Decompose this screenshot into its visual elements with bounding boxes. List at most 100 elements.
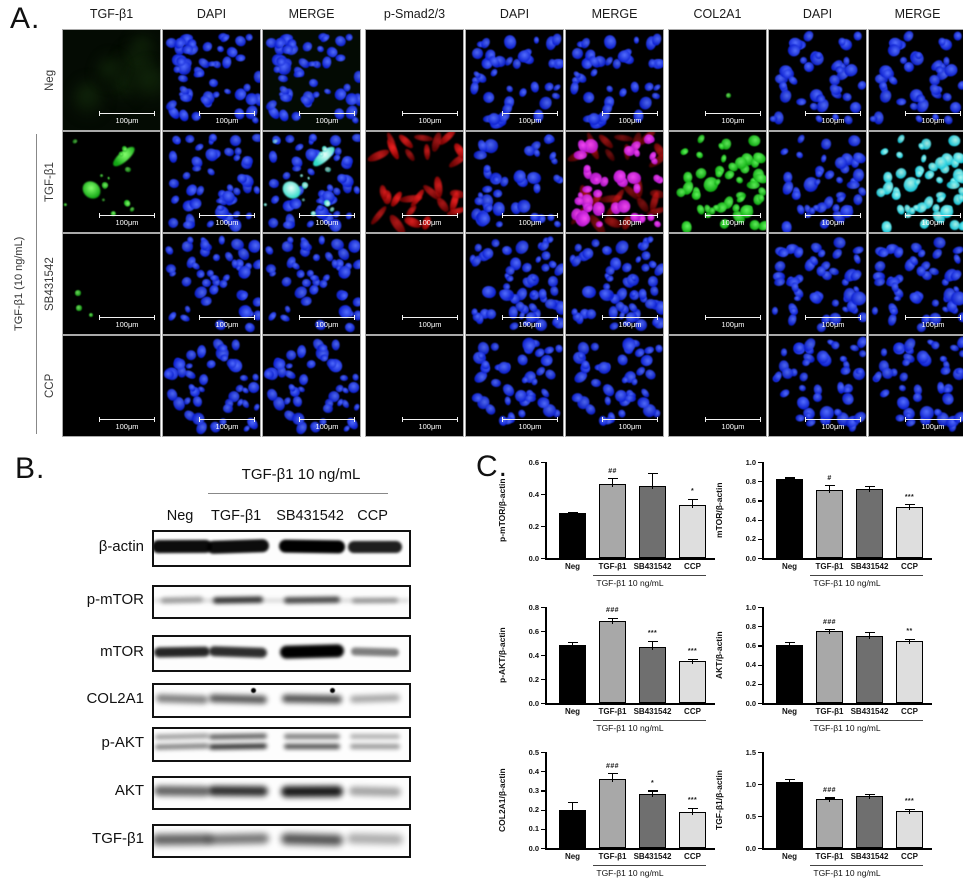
fluor-blob xyxy=(504,395,512,406)
fluor-blob xyxy=(234,54,246,62)
fluor-blob xyxy=(543,367,558,382)
scale-bar-text: 100μm xyxy=(518,422,542,431)
bar xyxy=(559,645,586,703)
fluor-blob xyxy=(642,134,654,145)
scale-bar-text: 100μm xyxy=(618,218,642,227)
fluor-blob xyxy=(894,150,905,160)
bar xyxy=(856,488,883,558)
fluor-blob xyxy=(279,178,305,203)
error-bar xyxy=(571,641,574,649)
fluor-blob xyxy=(300,39,315,54)
scale-bar: 100μm xyxy=(99,417,155,431)
fluor-blob xyxy=(279,274,294,289)
error-bar-cap xyxy=(864,794,875,796)
fluor-blob xyxy=(301,197,306,202)
fluor-blob xyxy=(842,56,849,66)
fluor-blob xyxy=(403,147,417,162)
x-tick-label: SB431542 xyxy=(850,707,889,716)
y-tick-label: 0.0 xyxy=(528,843,539,853)
fluor-blob xyxy=(852,253,863,266)
fluor-blob xyxy=(483,402,498,417)
scale-bar: 100μm xyxy=(299,315,355,329)
fluor-blob xyxy=(282,221,295,230)
fluor-blob xyxy=(341,155,353,167)
fluor-blob xyxy=(951,291,963,306)
fluor-blob xyxy=(615,352,630,368)
chart-p-mtor: p-mTOR/β-actin 0.0 0.2 0.4 0.6 Neg ## TGF-β1 SB4… xyxy=(497,452,727,594)
error-bar xyxy=(908,504,911,511)
error-bar-cap xyxy=(647,640,658,642)
y-tick-label: 0.6 xyxy=(745,640,756,650)
blot-band xyxy=(206,539,270,554)
fluor-blob xyxy=(285,348,298,361)
micrograph-cell: 100μm xyxy=(768,233,867,335)
error-bar-cap xyxy=(687,658,698,660)
error-bar xyxy=(691,807,694,815)
micrograph-cell: 100μm xyxy=(62,131,161,233)
fluor-blob xyxy=(855,79,866,92)
bar xyxy=(776,479,803,558)
y-tick-label: 0.2 xyxy=(528,521,539,531)
fluor-blob xyxy=(595,359,613,377)
fluor-blob xyxy=(477,352,485,360)
fluor-blob xyxy=(163,244,175,256)
y-tick-mark xyxy=(541,655,545,657)
blot-speck xyxy=(329,688,335,693)
blot-band xyxy=(208,645,268,658)
y-tick-mark xyxy=(541,752,545,754)
fluor-blob xyxy=(650,32,663,46)
fluor-blob xyxy=(881,220,893,232)
fluor-blob xyxy=(251,295,260,309)
scale-bar: 100μm xyxy=(602,315,658,329)
fluor-blob xyxy=(512,238,531,257)
error-bar xyxy=(691,498,694,509)
fluor-blob xyxy=(569,80,580,95)
blot-box xyxy=(152,683,411,718)
fluor-blob xyxy=(823,168,836,181)
fluor-blob xyxy=(583,402,598,417)
blot-band xyxy=(349,694,400,703)
fluor-blob xyxy=(253,185,260,195)
group-label: TGF-β1 10 ng/mL xyxy=(813,723,881,733)
y-tick-mark xyxy=(758,848,762,850)
fluor-blob xyxy=(632,148,641,158)
error-bar xyxy=(788,778,791,786)
micrograph-cell: 100μm xyxy=(668,131,767,233)
fluor-blob xyxy=(506,274,515,282)
fluor-blob xyxy=(223,88,232,96)
x-tick-label: Neg xyxy=(781,562,798,571)
fluor-blob xyxy=(267,217,279,229)
scale-bar-text: 100μm xyxy=(921,116,945,125)
fluor-blob xyxy=(277,107,291,122)
fluor-blob xyxy=(694,150,705,160)
fluor-blob xyxy=(798,370,810,383)
error-bar xyxy=(611,478,614,488)
scale-bar-text: 100μm xyxy=(115,320,139,329)
y-tick-mark xyxy=(758,703,762,705)
scale-bar-line xyxy=(502,417,558,422)
fluor-blob xyxy=(300,295,313,307)
error-bar-cap xyxy=(864,486,875,488)
fluor-blob xyxy=(634,36,639,45)
treatment-header: TGF-β1 10 ng/mL xyxy=(241,466,361,483)
fluor-blob xyxy=(886,312,898,328)
scale-bar-text: 100μm xyxy=(418,422,442,431)
fluor-blob xyxy=(251,372,259,381)
scale-bar: 100μm xyxy=(299,417,355,431)
y-tick-label: 0.1 xyxy=(528,824,539,834)
bar xyxy=(896,810,923,848)
error-bar-cap xyxy=(607,478,618,480)
y-tick-label: 0.4 xyxy=(745,515,756,525)
fluor-blob xyxy=(179,274,194,289)
scale-bar-text: 100μm xyxy=(721,116,745,125)
x-axis-line xyxy=(545,703,715,705)
micrograph-cell: 100μm xyxy=(465,233,564,335)
fluor-blob xyxy=(786,74,800,87)
fluor-blob xyxy=(630,378,639,387)
fluor-blob xyxy=(857,348,866,359)
y-tick-label: 1.0 xyxy=(745,602,756,612)
error-bar-cap xyxy=(864,631,875,634)
fluor-blob xyxy=(841,91,852,103)
error-bar-cap xyxy=(824,797,835,799)
